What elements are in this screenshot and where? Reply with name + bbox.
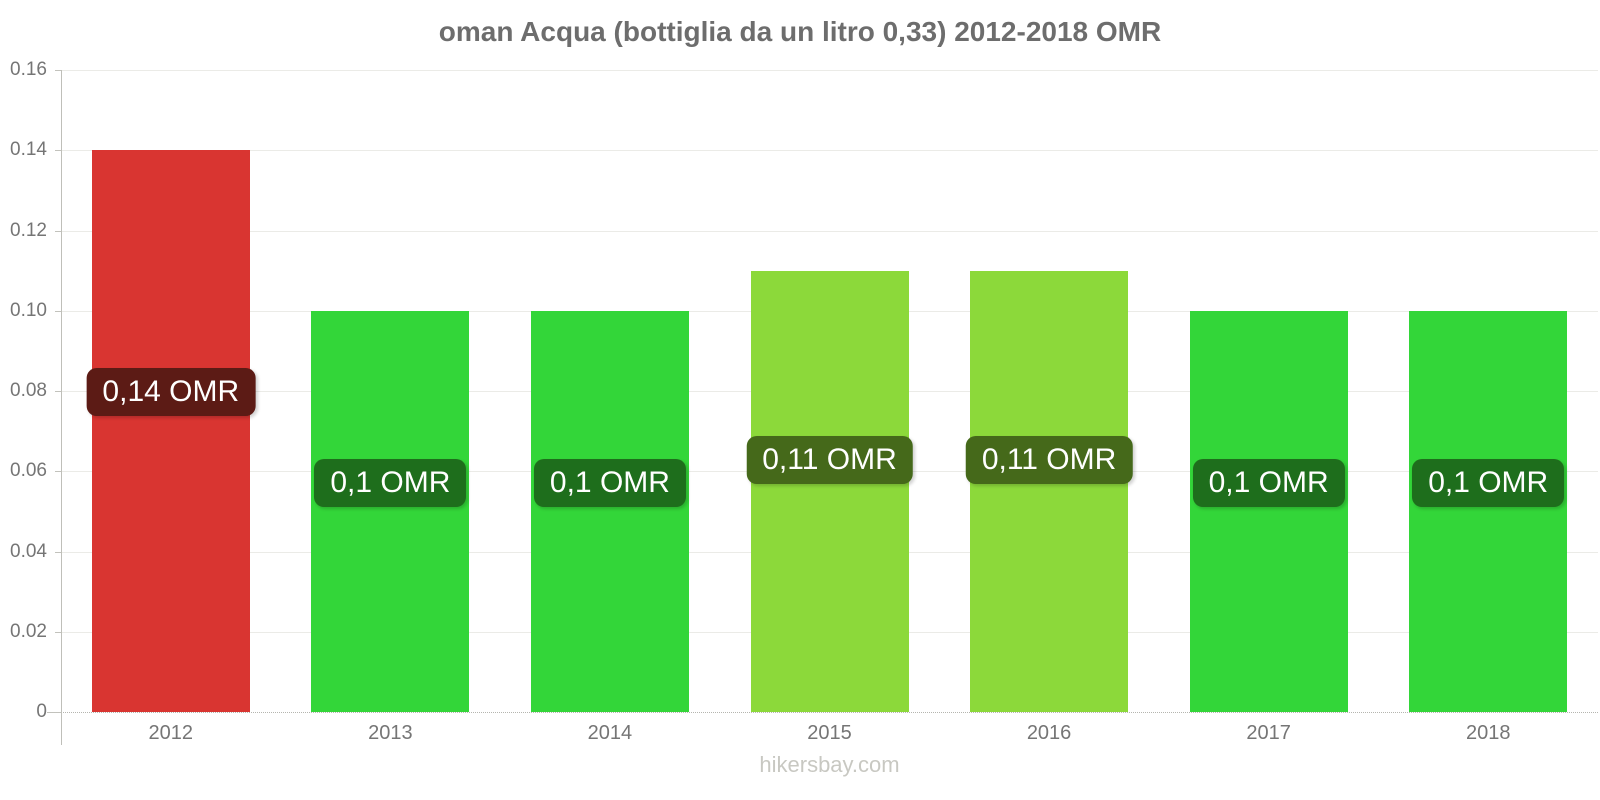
y-tick: [55, 230, 62, 232]
chart-title: oman Acqua (bottiglia da un litro 0,33) …: [438, 16, 1162, 47]
y-tick-label: 0.16: [10, 59, 47, 80]
x-tick-label-2014: 2014: [587, 722, 633, 744]
bar-value-label-2017: 0,1 OMR: [1192, 459, 1345, 508]
bar-value-label-2013: 0,1 OMR: [314, 459, 467, 508]
bar-value-label-2016: 0,11 OMR: [965, 436, 1133, 485]
bar-2014: [530, 310, 689, 712]
x-tick-label-2012: 2012: [148, 722, 194, 744]
y-tick: [55, 70, 62, 71]
y-tick-label: 0.06: [10, 460, 47, 482]
watermark-text: hikersbay.com: [759, 752, 900, 777]
x-axis-baseline: [61, 712, 1598, 713]
gridline: [61, 230, 1598, 232]
bar-2013: [311, 310, 470, 712]
gridline: [61, 150, 1598, 152]
bar-value-label-2012: 0,14 OMR: [86, 367, 256, 416]
y-tick: [55, 471, 62, 473]
y-tick: [55, 150, 62, 152]
bar-2015: [750, 270, 909, 712]
bar-2018: [1409, 310, 1568, 712]
y-tick: [55, 310, 62, 312]
bar-2012: [91, 150, 250, 712]
bar-value-label-2014: 0,1 OMR: [533, 459, 686, 508]
bar-2016: [970, 270, 1129, 712]
y-tick: [55, 551, 62, 553]
y-tick: [47, 712, 62, 713]
bar-2017: [1189, 310, 1348, 712]
y-tick-label: 0.10: [10, 299, 47, 321]
bar-value-label-2018: 0,1 OMR: [1412, 459, 1565, 508]
bar-value-label-2015: 0,11 OMR: [746, 436, 913, 485]
x-tick-label-2013: 2013: [368, 722, 413, 744]
x-tick-label-2015: 2015: [807, 722, 852, 744]
gridline: [61, 70, 1598, 71]
y-tick-label: 0.02: [10, 620, 47, 642]
y-tick-label: 0.12: [10, 219, 47, 241]
y-tick-label: 0.04: [10, 540, 47, 562]
y-tick: [55, 391, 62, 392]
y-tick-label: 0.14: [10, 139, 47, 161]
y-tick-label: 0.08: [10, 380, 47, 401]
x-tick-label-2018: 2018: [1465, 722, 1511, 744]
y-tick-label: 0: [36, 701, 47, 722]
x-tick-label-2017: 2017: [1246, 722, 1291, 744]
y-tick: [55, 631, 62, 633]
y-axis-line: [61, 70, 62, 745]
x-tick-label-2016: 2016: [1026, 722, 1072, 744]
